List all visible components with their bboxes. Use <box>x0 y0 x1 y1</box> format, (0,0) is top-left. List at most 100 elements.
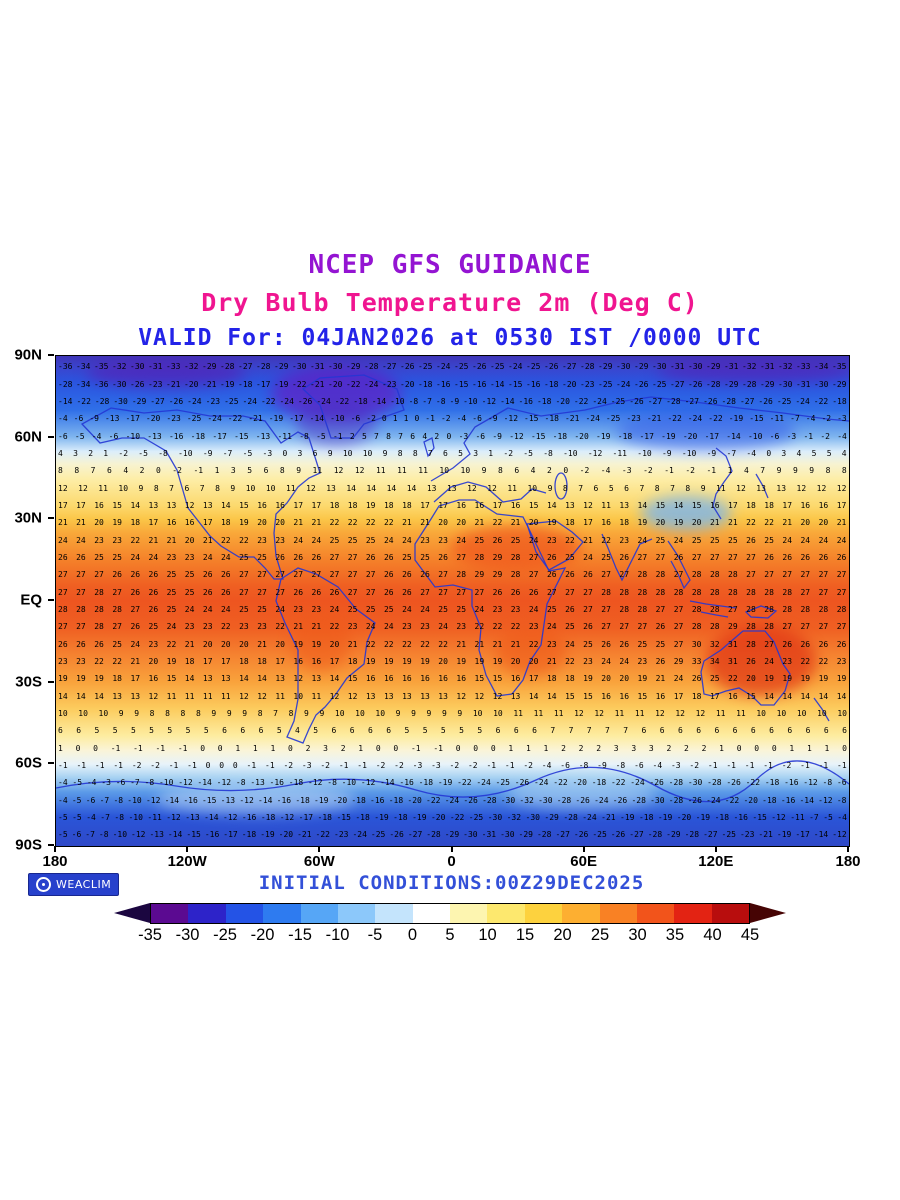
temp-value: -2 <box>283 761 294 771</box>
temp-value: -2 <box>781 761 792 771</box>
temp-value: -14 <box>204 813 219 823</box>
temp-value: 24 <box>601 657 611 667</box>
temp-value: -32 <box>184 362 199 372</box>
temp-value: 9 <box>296 466 302 476</box>
temp-value: 6 <box>410 431 416 441</box>
temp-value: 24 <box>202 552 213 562</box>
temp-value: -6 <box>472 414 482 424</box>
temp-value: 26 <box>420 570 430 580</box>
temp-value: -31 <box>148 362 163 372</box>
temp-value: 13 <box>565 500 575 510</box>
temp-value: 6 <box>659 726 665 736</box>
colorbar-segment <box>151 904 189 923</box>
temp-value: -1 <box>187 761 197 771</box>
temp-value: 11 <box>220 691 231 701</box>
temp-value: 22 <box>166 639 177 649</box>
temp-value: -18 <box>241 830 257 840</box>
temp-value: 26 <box>58 639 68 649</box>
temp-value: 12 <box>239 691 249 701</box>
temp-value: -29 <box>760 379 775 389</box>
temp-value: 25 <box>510 535 521 545</box>
temp-value: -33 <box>796 362 811 372</box>
temp-value: 27 <box>818 622 829 632</box>
temp-value: 15 <box>166 674 177 684</box>
temp-value: -7 <box>726 448 737 458</box>
temp-value: -9 <box>706 448 717 458</box>
temp-value: -22 <box>553 778 568 788</box>
temp-value: 26 <box>619 552 630 562</box>
temp-value: -16 <box>784 778 799 788</box>
temp-value: 23 <box>836 657 847 667</box>
tibet-cold-blob <box>641 496 731 530</box>
temp-value: 28 <box>728 587 738 597</box>
temp-value: -1 <box>837 761 847 771</box>
temp-value: 23 <box>148 639 159 649</box>
temp-value: 24 <box>166 622 177 632</box>
temp-value: 27 <box>673 622 684 632</box>
temp-value: 8 <box>288 709 294 719</box>
temp-value: 16 <box>818 500 829 510</box>
temp-value: -24 <box>687 414 703 424</box>
temp-value: 8 <box>841 466 847 476</box>
temp-value: 13 <box>756 483 766 493</box>
temp-value: -8 <box>327 778 337 788</box>
temp-value: 16 <box>456 500 467 510</box>
temp-value: 5 <box>276 726 282 736</box>
temp-value: 11 <box>285 483 296 493</box>
temp-value: -7 <box>790 414 800 424</box>
temp-value: -28 <box>536 830 552 840</box>
temp-value: 16 <box>728 691 738 701</box>
colorbar-label--35: -35 <box>138 926 162 944</box>
temp-value: 11 <box>312 466 323 476</box>
weaclim-logo-text: WEACLIM <box>56 878 112 891</box>
temp-value: 28 <box>836 604 847 614</box>
lon-tick <box>318 846 321 852</box>
temp-value: 10 <box>118 483 129 493</box>
temp-value: 8 <box>825 466 831 476</box>
temp-value: -23 <box>334 830 349 840</box>
temp-value: 25 <box>637 639 648 649</box>
temp-value: -22 <box>292 379 307 389</box>
temp-value: 25 <box>709 535 720 545</box>
temp-value: 26 <box>275 552 285 562</box>
temp-value: -1 <box>113 761 123 771</box>
temp-value: -14 <box>500 396 515 406</box>
temp-value: 26 <box>94 639 104 649</box>
temp-value: 14 <box>130 500 141 510</box>
temp-value: -18 <box>544 414 559 424</box>
temp-value: -22 <box>449 813 465 823</box>
temp-value: -19 <box>268 414 284 424</box>
temp-value: 7 <box>427 448 433 458</box>
arabia-coast <box>526 520 584 571</box>
temp-value: 13 <box>776 483 787 493</box>
temp-value: 16 <box>383 674 394 684</box>
temp-value: -20 <box>562 379 577 389</box>
temp-value: 29 <box>492 570 503 580</box>
temp-value: 28 <box>818 604 829 614</box>
temp-value: 21 <box>130 657 141 667</box>
temp-value: 12 <box>184 500 195 510</box>
temp-value: 25 <box>655 535 666 545</box>
temp-value: 10 <box>460 466 471 476</box>
temp-value: 0 <box>455 743 461 753</box>
temp-value: 14 <box>637 500 648 510</box>
temp-value: 22 <box>420 639 430 649</box>
temp-value: 27 <box>76 587 86 597</box>
temp-value: -17 <box>704 431 720 441</box>
temp-value: -10 <box>463 396 478 406</box>
temp-value: -3 <box>301 761 312 771</box>
temp-value: 6 <box>386 726 392 736</box>
lon-label-60E: 60E <box>570 853 598 870</box>
temp-value: -5 <box>242 448 253 458</box>
temp-value: 21 <box>257 639 267 649</box>
temp-value: 12 <box>836 483 847 493</box>
temp-value: -8 <box>158 448 168 458</box>
temp-value: 9 <box>776 466 782 476</box>
colorbar-segment <box>337 904 376 923</box>
temp-value: -6 <box>769 431 780 441</box>
temp-value: -24 <box>279 396 294 406</box>
temp-value: 26 <box>836 639 847 649</box>
temp-value: -30 <box>463 830 478 840</box>
temp-value: 28 <box>691 604 702 614</box>
temp-value: 22 <box>601 535 611 545</box>
